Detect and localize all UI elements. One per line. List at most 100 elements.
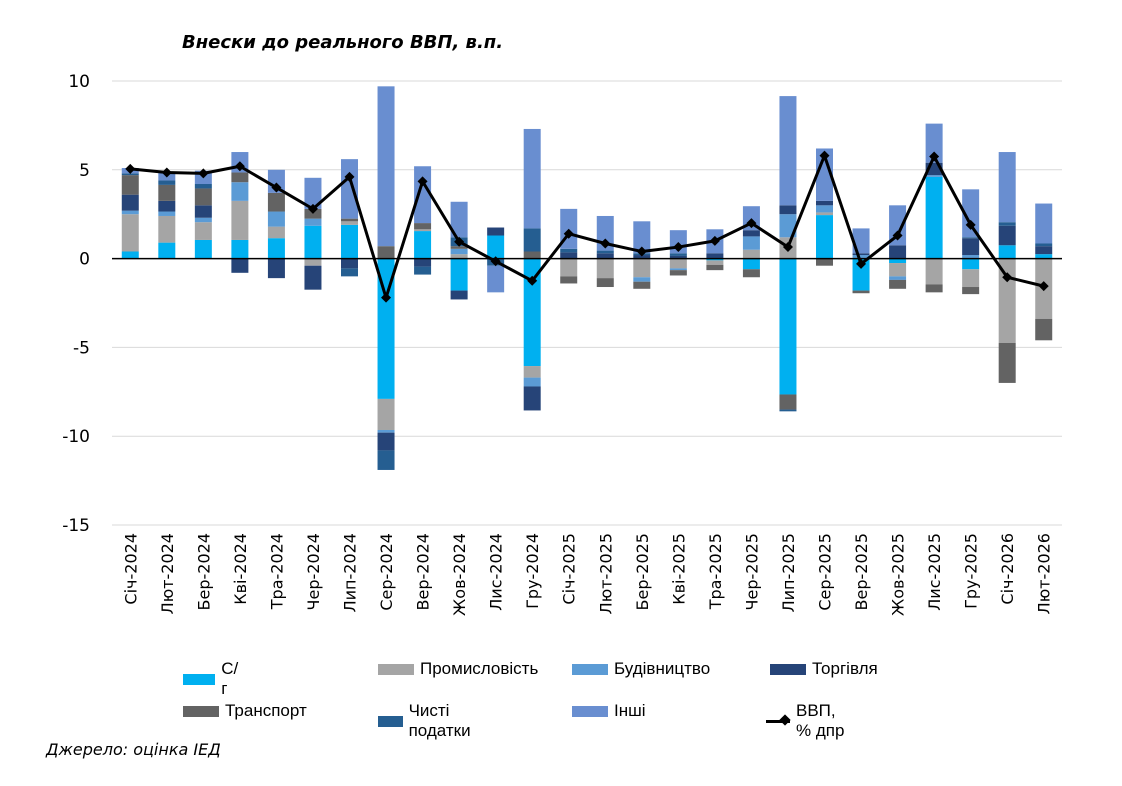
- bar-segment: [194, 239, 212, 259]
- gdp-point-marker: [746, 218, 757, 229]
- gdp-point-marker: [271, 182, 282, 193]
- legend-swatch: [378, 663, 414, 675]
- bar-segment: [669, 253, 687, 256]
- legend-label: ВВП, % дпр: [795, 701, 845, 740]
- bar-segment: [377, 429, 395, 433]
- bar-segment: [194, 188, 212, 206]
- x-tick-label: Кві-2025: [669, 533, 688, 605]
- bar-segment: [816, 212, 833, 216]
- bar-stack-Січ-2024: [121, 168, 139, 259]
- bar-segment: [962, 255, 980, 259]
- legend-label: Промисловість: [420, 659, 539, 678]
- x-tick-label: Тра-2024: [267, 533, 286, 610]
- bar-segment: [158, 242, 176, 259]
- bar-segment: [560, 258, 578, 277]
- bar-segment: [633, 277, 651, 282]
- bar-segment: [633, 258, 651, 278]
- bar-stack-Лют-2026: [1035, 203, 1053, 341]
- bar-stack-Вер-2024: [414, 166, 432, 275]
- bar-stack-Лип-2024: [341, 159, 358, 277]
- gdp-line-series: [125, 150, 1049, 303]
- bar-segment: [194, 184, 212, 189]
- legend-item-agri: С/г: [183, 659, 242, 699]
- bar-segment: [523, 386, 541, 411]
- bar-segment: [998, 222, 1016, 226]
- bar-segment: [962, 269, 980, 288]
- bar-segment: [523, 228, 541, 252]
- bar-segment: [523, 366, 541, 378]
- bar-segment: [1035, 246, 1053, 255]
- x-tick-label: Січ-2026: [998, 533, 1017, 605]
- bar-segment: [450, 248, 468, 255]
- gdp-point-marker: [161, 167, 172, 178]
- bar-segment: [779, 96, 797, 206]
- bar-segment: [925, 176, 943, 259]
- bar-segment: [816, 148, 833, 201]
- bar-stack-Лис-2025: [925, 123, 943, 293]
- bar-segment: [487, 235, 505, 259]
- bar-segment: [267, 258, 285, 279]
- bar-segment: [560, 276, 578, 284]
- gdp-point-marker: [454, 236, 465, 247]
- legend-label: Будівництво: [614, 659, 711, 678]
- legend-item-gdp: ВВП, % дпр: [766, 701, 852, 741]
- gdp-point-marker: [819, 150, 830, 161]
- source-note: Джерело: оцінка ІЕД: [46, 740, 221, 759]
- x-tick-label: Жов-2024: [450, 533, 469, 616]
- bar-segment: [742, 249, 760, 259]
- legend-line-marker-icon: [766, 715, 790, 727]
- bar-segment: [267, 238, 285, 259]
- gdp-point-marker: [965, 219, 976, 230]
- bar-stack-Жов-2024: [450, 201, 468, 300]
- bar-segment: [816, 205, 833, 213]
- bar-stack-Чер-2024: [304, 177, 322, 290]
- x-tick-label: Кві-2024: [231, 533, 250, 605]
- bar-segment: [925, 175, 943, 177]
- bar-segment: [742, 269, 760, 278]
- gdp-point-marker: [1002, 272, 1013, 283]
- gridlines: [112, 80, 1062, 526]
- legend-item-other: Інші: [572, 701, 646, 721]
- bar-segment: [889, 245, 907, 259]
- x-tick-label: Січ-2024: [121, 533, 140, 605]
- gdp-point-marker: [636, 246, 647, 257]
- bar-segment: [450, 258, 468, 291]
- bar-segment: [962, 287, 980, 295]
- bar-segment: [377, 398, 395, 430]
- bar-stack-Жов-2025: [889, 205, 907, 289]
- bar-segment: [194, 205, 212, 218]
- bar-segment: [231, 182, 249, 201]
- bar-segment: [852, 258, 870, 291]
- bar-stack-Бер-2025: [633, 221, 651, 289]
- bar-segment: [377, 432, 395, 451]
- x-tick-label: Жов-2025: [889, 533, 908, 616]
- bar-segment: [779, 205, 797, 215]
- gdp-point-marker: [1038, 281, 1049, 292]
- bars: [121, 86, 1053, 470]
- bar-segment: [231, 239, 249, 259]
- bar-segment: [596, 258, 614, 279]
- bar-segment: [852, 290, 870, 294]
- y-tick-label: 5: [79, 161, 90, 181]
- y-tick-label: -15: [62, 516, 90, 536]
- bar-segment: [998, 225, 1016, 246]
- bar-segment: [816, 258, 833, 266]
- bar-segment: [742, 258, 760, 270]
- gdp-point-marker: [600, 238, 611, 249]
- bar-segment: [121, 251, 139, 259]
- x-tick-label: Тра-2025: [706, 533, 725, 610]
- bar-stack-Тра-2025: [706, 229, 724, 271]
- bar-segment: [158, 200, 176, 212]
- gdp-point-marker: [381, 292, 392, 303]
- bar-segment: [925, 123, 943, 163]
- bar-segment: [706, 253, 724, 259]
- gdp-point-marker: [344, 171, 355, 182]
- bar-segment: [341, 268, 358, 277]
- bar-segment: [121, 214, 139, 252]
- gdp-point-marker: [563, 228, 574, 239]
- bar-segment: [267, 226, 285, 239]
- bar-segment: [925, 258, 943, 285]
- bar-segment: [341, 159, 358, 219]
- bar-segment: [158, 184, 176, 201]
- x-tick-label: Лют-2025: [596, 533, 615, 614]
